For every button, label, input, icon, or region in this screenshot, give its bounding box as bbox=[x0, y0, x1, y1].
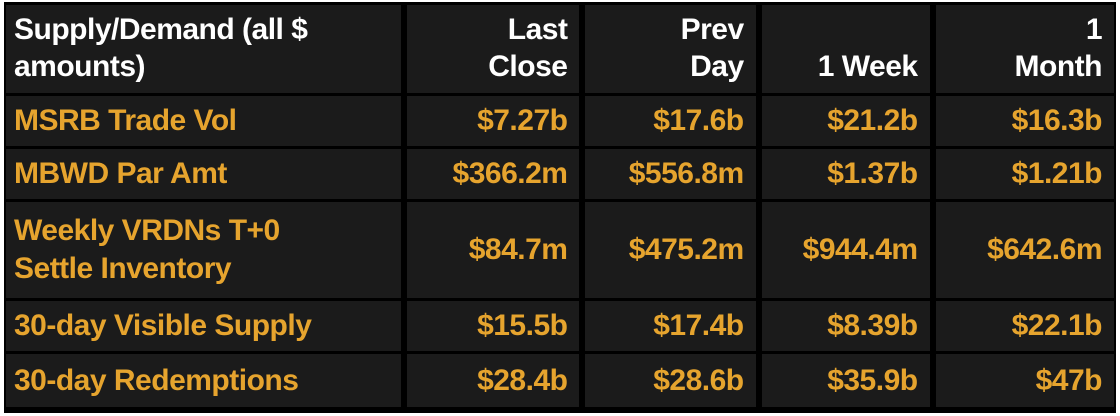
col-header-prev-day: Prev Day bbox=[585, 5, 762, 96]
row-label: Weekly VRDNs T+0 Settle Inventory bbox=[6, 202, 408, 301]
value-cell: $1.37b bbox=[761, 149, 936, 202]
col-header-1-week: 1 Week bbox=[761, 5, 936, 96]
supply-demand-panel: Supply/Demand (all $ amounts) Last Close… bbox=[4, 2, 1116, 413]
value-cell: $17.4b bbox=[585, 301, 762, 354]
value-cell: $642.6m bbox=[935, 202, 1114, 301]
value-cell: $28.6b bbox=[585, 354, 762, 407]
row-label: MBWD Par Amt bbox=[6, 149, 408, 202]
value-cell: $28.4b bbox=[407, 354, 586, 407]
value-cell: $84.7m bbox=[407, 202, 586, 301]
value-cell: $47b bbox=[935, 354, 1114, 407]
value-cell: $15.5b bbox=[407, 301, 586, 354]
col-header-last-close: Last Close bbox=[407, 5, 586, 96]
header-row: Supply/Demand (all $ amounts) Last Close… bbox=[6, 5, 1114, 96]
row-label: 30-day Visible Supply bbox=[6, 301, 408, 354]
value-cell: $944.4m bbox=[761, 202, 936, 301]
value-cell: $8.39b bbox=[761, 301, 936, 354]
value-cell: $366.2m bbox=[407, 149, 586, 202]
supply-demand-table: Supply/Demand (all $ amounts) Last Close… bbox=[6, 5, 1114, 407]
value-cell: $556.8m bbox=[585, 149, 762, 202]
value-cell: $21.2b bbox=[761, 96, 936, 149]
row-label: 30-day Redemptions bbox=[6, 354, 408, 407]
table-row-mbwd-par-amt: MBWD Par Amt $366.2m $556.8m $1.37b $1.2… bbox=[6, 149, 1114, 202]
table-row-weekly-vrdns: Weekly VRDNs T+0 Settle Inventory $84.7m… bbox=[6, 202, 1114, 301]
table-row-msrb-trade-vol: MSRB Trade Vol $7.27b $17.6b $21.2b $16.… bbox=[6, 96, 1114, 149]
value-cell: $35.9b bbox=[761, 354, 936, 407]
value-cell: $475.2m bbox=[585, 202, 762, 301]
value-cell: $22.1b bbox=[935, 301, 1114, 354]
value-cell: $16.3b bbox=[935, 96, 1114, 149]
table-row-30-day-visible-supply: 30-day Visible Supply $15.5b $17.4b $8.3… bbox=[6, 301, 1114, 354]
table-title: Supply/Demand (all $ amounts) bbox=[6, 5, 408, 96]
row-label: MSRB Trade Vol bbox=[6, 96, 408, 149]
value-cell: $7.27b bbox=[407, 96, 586, 149]
value-cell: $1.21b bbox=[935, 149, 1114, 202]
table-row-30-day-redemptions: 30-day Redemptions $28.4b $28.6b $35.9b … bbox=[6, 354, 1114, 407]
col-header-1-month: 1 Month bbox=[935, 5, 1114, 96]
value-cell: $17.6b bbox=[585, 96, 762, 149]
